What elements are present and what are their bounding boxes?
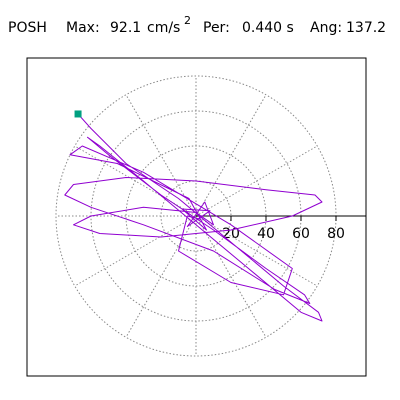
grid-spoke <box>74 215 197 287</box>
grid-spoke <box>125 215 197 338</box>
max-unit: cm/s <box>147 20 180 36</box>
max-unit-exp: 2 <box>184 14 191 27</box>
station: POSH <box>8 20 47 36</box>
ang-label: Ang: <box>310 20 342 36</box>
plot-frame <box>26 57 367 377</box>
start-marker <box>74 110 82 118</box>
r-tick-label: 40 <box>257 226 275 242</box>
r-tick-label: 80 <box>327 226 345 242</box>
r-tick-label: 60 <box>292 226 310 242</box>
grid-spoke <box>74 145 197 217</box>
grid-spoke <box>125 94 197 217</box>
grid-spoke <box>195 215 267 338</box>
ang-value: 137.2 <box>346 20 386 36</box>
grid-spoke <box>195 145 318 217</box>
per-label: Per: <box>203 20 230 36</box>
grid-spoke <box>195 94 267 217</box>
grid-spoke <box>195 215 318 287</box>
per-value: 0.440 s <box>242 20 294 36</box>
orbit-trace <box>64 113 323 322</box>
max-label: Max: <box>66 20 100 36</box>
max-value: 92.1 <box>110 20 141 36</box>
